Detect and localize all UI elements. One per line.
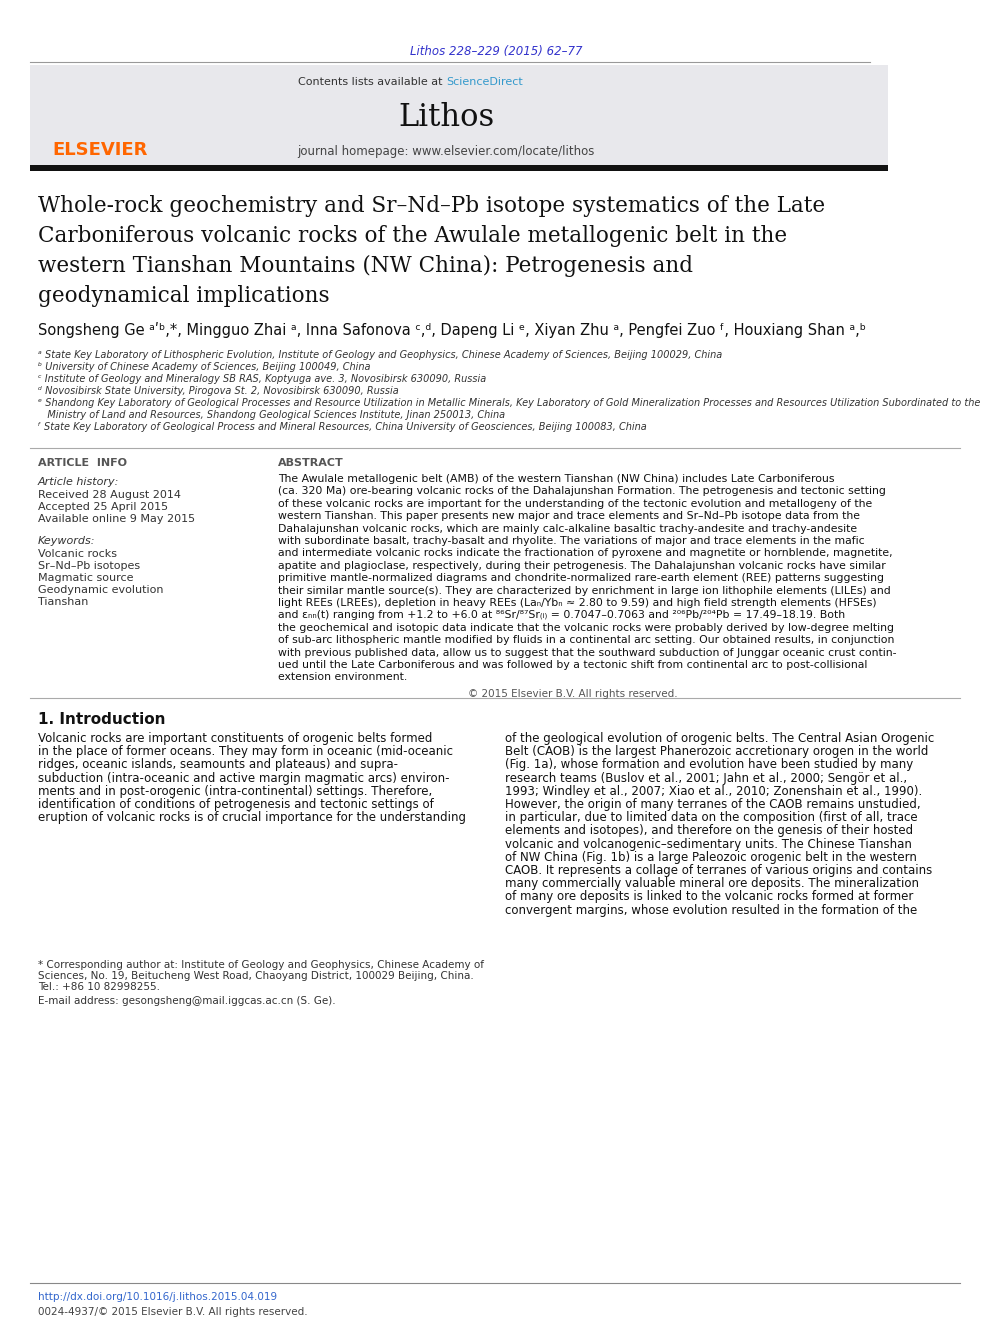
- Text: Keywords:: Keywords:: [38, 536, 95, 546]
- Text: Available online 9 May 2015: Available online 9 May 2015: [38, 515, 195, 524]
- Text: CAOB. It represents a collage of terranes of various origins and contains: CAOB. It represents a collage of terrane…: [505, 864, 932, 877]
- Text: Magmatic source: Magmatic source: [38, 573, 134, 583]
- Text: extension environment.: extension environment.: [278, 672, 408, 683]
- Text: primitive mantle-normalized diagrams and chondrite-normalized rare-earth element: primitive mantle-normalized diagrams and…: [278, 573, 884, 583]
- Text: Received 28 August 2014: Received 28 August 2014: [38, 490, 181, 500]
- Text: Lithos 228–229 (2015) 62–77: Lithos 228–229 (2015) 62–77: [410, 45, 582, 58]
- Text: convergent margins, whose evolution resulted in the formation of the: convergent margins, whose evolution resu…: [505, 904, 918, 917]
- Text: elements and isotopes), and therefore on the genesis of their hosted: elements and isotopes), and therefore on…: [505, 824, 913, 837]
- Text: of many ore deposits is linked to the volcanic rocks formed at former: of many ore deposits is linked to the vo…: [505, 890, 914, 904]
- Text: ued until the Late Carboniferous and was followed by a tectonic shift from conti: ued until the Late Carboniferous and was…: [278, 660, 867, 669]
- Text: (Fig. 1a), whose formation and evolution have been studied by many: (Fig. 1a), whose formation and evolution…: [505, 758, 914, 771]
- Text: research teams (Buslov et al., 2001; Jahn et al., 2000; Sengör et al.,: research teams (Buslov et al., 2001; Jah…: [505, 771, 907, 785]
- Text: Geodynamic evolution: Geodynamic evolution: [38, 585, 164, 595]
- Text: geodynamical implications: geodynamical implications: [38, 284, 329, 307]
- Text: the geochemical and isotopic data indicate that the volcanic rocks were probably: the geochemical and isotopic data indica…: [278, 623, 894, 632]
- Text: Volcanic rocks: Volcanic rocks: [38, 549, 117, 560]
- Text: Belt (CAOB) is the largest Phanerozoic accretionary orogen in the world: Belt (CAOB) is the largest Phanerozoic a…: [505, 745, 929, 758]
- Text: * Corresponding author at: Institute of Geology and Geophysics, Chinese Academy : * Corresponding author at: Institute of …: [38, 960, 484, 970]
- Text: Article history:: Article history:: [38, 478, 119, 487]
- Text: western Tianshan Mountains (NW China): Petrogenesis and: western Tianshan Mountains (NW China): P…: [38, 255, 693, 277]
- Text: Ministry of Land and Resources, Shandong Geological Sciences Institute, Jinan 25: Ministry of Land and Resources, Shandong…: [38, 410, 505, 419]
- Text: ABSTRACT: ABSTRACT: [278, 458, 344, 468]
- Text: ᶜ Institute of Geology and Mineralogy SB RAS, Koptyuga ave. 3, Novosibirsk 63009: ᶜ Institute of Geology and Mineralogy SB…: [38, 374, 486, 384]
- Text: of the geological evolution of orogenic belts. The Central Asian Orogenic: of the geological evolution of orogenic …: [505, 732, 934, 745]
- Text: identification of conditions of petrogenesis and tectonic settings of: identification of conditions of petrogen…: [38, 798, 434, 811]
- Text: in particular, due to limited data on the composition (first of all, trace: in particular, due to limited data on th…: [505, 811, 918, 824]
- Text: Songsheng Ge ᵃʹᵇ,*, Mingguo Zhai ᵃ, Inna Safonova ᶜ,ᵈ, Dapeng Li ᵉ, Xiyan Zhu ᵃ,: Songsheng Ge ᵃʹᵇ,*, Mingguo Zhai ᵃ, Inna…: [38, 321, 866, 337]
- Text: Volcanic rocks are important constituents of orogenic belts formed: Volcanic rocks are important constituent…: [38, 732, 433, 745]
- Text: 0024-4937/© 2015 Elsevier B.V. All rights reserved.: 0024-4937/© 2015 Elsevier B.V. All right…: [38, 1307, 308, 1316]
- Text: Whole-rock geochemistry and Sr–Nd–Pb isotope systematics of the Late: Whole-rock geochemistry and Sr–Nd–Pb iso…: [38, 194, 825, 217]
- Text: © 2015 Elsevier B.V. All rights reserved.: © 2015 Elsevier B.V. All rights reserved…: [468, 689, 678, 699]
- Text: apatite and plagioclase, respectively, during their petrogenesis. The Dahalajuns: apatite and plagioclase, respectively, d…: [278, 561, 886, 570]
- Text: ᶠ State Key Laboratory of Geological Process and Mineral Resources, China Univer: ᶠ State Key Laboratory of Geological Pro…: [38, 422, 647, 433]
- Text: http://dx.doi.org/10.1016/j.lithos.2015.04.019: http://dx.doi.org/10.1016/j.lithos.2015.…: [38, 1293, 277, 1302]
- Text: their similar mantle source(s). They are characterized by enrichment in large io: their similar mantle source(s). They are…: [278, 586, 891, 595]
- Text: Dahalajunshan volcanic rocks, which are mainly calc-alkaline basaltic trachy-and: Dahalajunshan volcanic rocks, which are …: [278, 524, 857, 533]
- Text: Sciences, No. 19, Beitucheng West Road, Chaoyang District, 100029 Beijing, China: Sciences, No. 19, Beitucheng West Road, …: [38, 971, 474, 980]
- Text: ᵃ State Key Laboratory of Lithospheric Evolution, Institute of Geology and Geoph: ᵃ State Key Laboratory of Lithospheric E…: [38, 351, 722, 360]
- Text: ridges, oceanic islands, seamounts and plateaus) and supra-: ridges, oceanic islands, seamounts and p…: [38, 758, 398, 771]
- Text: ARTICLE  INFO: ARTICLE INFO: [38, 458, 127, 468]
- Text: many commercially valuable mineral ore deposits. The mineralization: many commercially valuable mineral ore d…: [505, 877, 919, 890]
- Text: Tianshan: Tianshan: [38, 597, 88, 607]
- Text: journal homepage: www.elsevier.com/locate/lithos: journal homepage: www.elsevier.com/locat…: [298, 146, 594, 159]
- Bar: [30, 65, 888, 165]
- Text: Lithos: Lithos: [398, 102, 494, 134]
- Bar: [30, 165, 888, 171]
- Text: Tel.: +86 10 82998255.: Tel.: +86 10 82998255.: [38, 982, 160, 992]
- Text: ᵉ Shandong Key Laboratory of Geological Processes and Resource Utilization in Me: ᵉ Shandong Key Laboratory of Geological …: [38, 398, 980, 407]
- Text: ᵈ Novosibirsk State University, Pirogova St. 2, Novosibirsk 630090, Russia: ᵈ Novosibirsk State University, Pirogova…: [38, 386, 399, 396]
- Text: light REEs (LREEs), depletion in heavy REEs (Laₙ/Ybₙ ≈ 2.80 to 9.59) and high fi: light REEs (LREEs), depletion in heavy R…: [278, 598, 877, 609]
- Text: E-mail address: gesongsheng@mail.iggcas.ac.cn (S. Ge).: E-mail address: gesongsheng@mail.iggcas.…: [38, 996, 335, 1005]
- Text: volcanic and volcanogenic–sedimentary units. The Chinese Tianshan: volcanic and volcanogenic–sedimentary un…: [505, 837, 912, 851]
- Text: ments and in post-orogenic (intra-continental) settings. Therefore,: ments and in post-orogenic (intra-contin…: [38, 785, 433, 798]
- Text: (ca. 320 Ma) ore-bearing volcanic rocks of the Dahalajunshan Formation. The petr: (ca. 320 Ma) ore-bearing volcanic rocks …: [278, 487, 886, 496]
- Text: eruption of volcanic rocks is of crucial importance for the understanding: eruption of volcanic rocks is of crucial…: [38, 811, 466, 824]
- Text: The Awulale metallogenic belt (AMB) of the western Tianshan (NW China) includes : The Awulale metallogenic belt (AMB) of t…: [278, 474, 834, 484]
- Text: Carboniferous volcanic rocks of the Awulale metallogenic belt in the: Carboniferous volcanic rocks of the Awul…: [38, 225, 787, 247]
- Text: However, the origin of many terranes of the CAOB remains unstudied,: However, the origin of many terranes of …: [505, 798, 921, 811]
- Text: ᵇ University of Chinese Academy of Sciences, Beijing 100049, China: ᵇ University of Chinese Academy of Scien…: [38, 363, 370, 372]
- Text: of sub-arc lithospheric mantle modified by fluids in a continental arc setting. : of sub-arc lithospheric mantle modified …: [278, 635, 895, 646]
- Text: western Tianshan. This paper presents new major and trace elements and Sr–Nd–Pb : western Tianshan. This paper presents ne…: [278, 511, 860, 521]
- Text: Sr–Nd–Pb isotopes: Sr–Nd–Pb isotopes: [38, 561, 140, 572]
- Text: and εₙₙ(t) ranging from +1.2 to +6.0 at ⁸⁶Sr/⁸⁷Sr₍ᵢ₎ = 0.7047–0.7063 and ²⁰⁶Pb/²: and εₙₙ(t) ranging from +1.2 to +6.0 at …: [278, 610, 845, 620]
- Text: ELSEVIER: ELSEVIER: [53, 142, 148, 159]
- Text: ScienceDirect: ScienceDirect: [446, 77, 523, 87]
- Text: of NW China (Fig. 1b) is a large Paleozoic orogenic belt in the western: of NW China (Fig. 1b) is a large Paleozo…: [505, 851, 917, 864]
- Text: in the place of former oceans. They may form in oceanic (mid-oceanic: in the place of former oceans. They may …: [38, 745, 453, 758]
- Text: subduction (intra-oceanic and active margin magmatic arcs) environ-: subduction (intra-oceanic and active mar…: [38, 771, 449, 785]
- Text: 1. Introduction: 1. Introduction: [38, 712, 166, 728]
- Text: and intermediate volcanic rocks indicate the fractionation of pyroxene and magne: and intermediate volcanic rocks indicate…: [278, 549, 893, 558]
- Text: Contents lists available at: Contents lists available at: [298, 77, 446, 87]
- Text: of these volcanic rocks are important for the understanding of the tectonic evol: of these volcanic rocks are important fo…: [278, 499, 872, 509]
- Text: Accepted 25 April 2015: Accepted 25 April 2015: [38, 501, 168, 512]
- Text: with subordinate basalt, trachy-basalt and rhyolite. The variations of major and: with subordinate basalt, trachy-basalt a…: [278, 536, 865, 546]
- Text: with previous published data, allow us to suggest that the southward subduction : with previous published data, allow us t…: [278, 647, 897, 658]
- Text: 1993; Windley et al., 2007; Xiao et al., 2010; Zonenshain et al., 1990).: 1993; Windley et al., 2007; Xiao et al.,…: [505, 785, 923, 798]
